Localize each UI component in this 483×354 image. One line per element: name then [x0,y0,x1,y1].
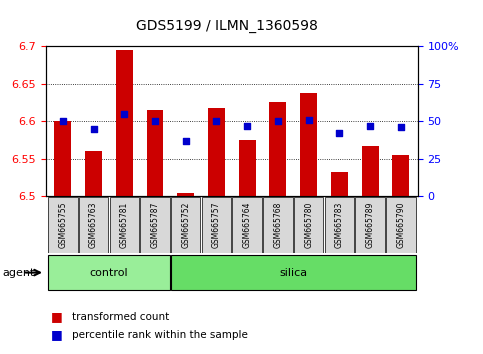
Point [182,138,190,144]
Point [305,117,313,122]
Text: GSM665789: GSM665789 [366,201,375,248]
Text: percentile rank within the sample: percentile rank within the sample [72,330,248,339]
Text: GSM665780: GSM665780 [304,201,313,248]
FancyBboxPatch shape [171,197,200,252]
FancyBboxPatch shape [110,197,139,252]
Point [397,124,405,130]
Bar [208,108,225,196]
Text: GSM665768: GSM665768 [273,201,283,248]
FancyBboxPatch shape [294,197,324,252]
Text: GDS5199 / ILMN_1360598: GDS5199 / ILMN_1360598 [136,19,318,34]
Text: GSM665764: GSM665764 [243,201,252,248]
Text: GSM665763: GSM665763 [89,201,98,248]
Bar [362,146,379,196]
Point [274,118,282,124]
Text: GSM665781: GSM665781 [120,202,129,248]
FancyBboxPatch shape [140,197,170,252]
FancyBboxPatch shape [79,197,108,252]
Text: GSM665787: GSM665787 [151,201,159,248]
Text: GSM665790: GSM665790 [397,201,405,248]
Bar [331,172,348,196]
Point [151,118,159,124]
Text: GSM665757: GSM665757 [212,201,221,248]
Bar [239,140,256,196]
Bar [393,155,410,196]
FancyBboxPatch shape [48,255,170,290]
Point [90,126,98,132]
Bar [54,121,71,196]
Bar [116,50,133,196]
FancyBboxPatch shape [232,197,262,252]
Point [59,118,67,124]
Bar [85,152,102,196]
FancyBboxPatch shape [171,255,416,290]
Text: GSM665752: GSM665752 [181,201,190,248]
Text: agent: agent [2,268,35,278]
Text: ■: ■ [51,328,62,341]
FancyBboxPatch shape [202,197,231,252]
Bar [300,93,317,196]
FancyBboxPatch shape [325,197,354,252]
Text: GSM665755: GSM665755 [58,201,67,248]
Text: transformed count: transformed count [72,312,170,322]
Text: silica: silica [279,268,307,278]
Bar [146,110,163,196]
FancyBboxPatch shape [386,197,416,252]
Bar [177,193,194,196]
FancyBboxPatch shape [355,197,385,252]
Point [120,111,128,116]
Point [213,118,220,124]
FancyBboxPatch shape [48,197,78,252]
FancyBboxPatch shape [263,197,293,252]
Point [336,131,343,136]
Point [366,123,374,129]
Text: ■: ■ [51,310,62,323]
Text: control: control [89,268,128,278]
Point [243,123,251,129]
Bar [270,102,286,196]
Text: GSM665783: GSM665783 [335,201,344,248]
